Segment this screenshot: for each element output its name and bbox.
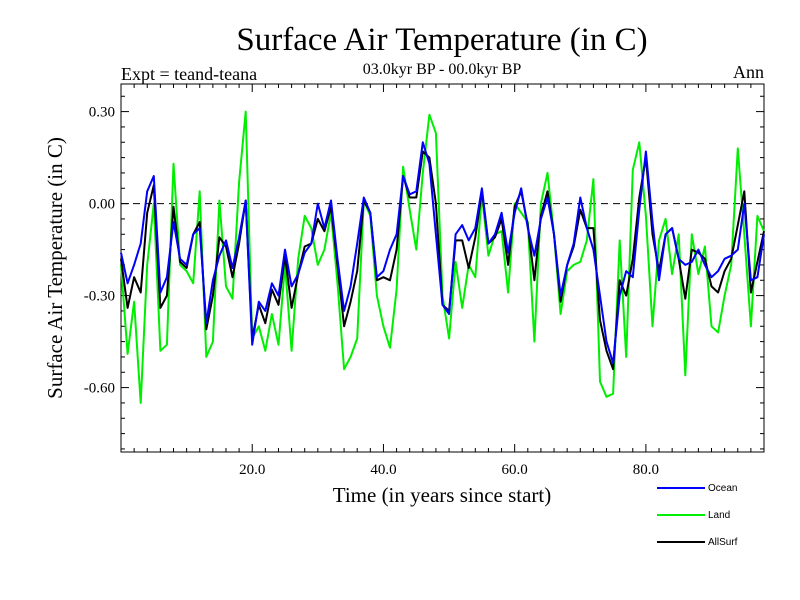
chart-subtitle: 03.0kyr BP - 00.0kyr BP	[363, 61, 522, 78]
x-tick-label: 40.0	[370, 462, 396, 478]
x-axis-label: Time (in years since start)	[333, 483, 552, 507]
x-tick-label: 20.0	[239, 462, 265, 478]
y-tick-label: -0.60	[84, 381, 115, 397]
y-axis-label: Surface Air Temperature (in C)	[43, 137, 67, 399]
legend-label-allsurf: AllSurf	[708, 537, 738, 548]
y-tick-label: 0.30	[89, 105, 115, 121]
series-line-ocean	[120, 141, 765, 365]
legend-label-land: Land	[708, 510, 730, 521]
chart-title: Surface Air Temperature (in C)	[236, 22, 647, 58]
y-tick-label: 0.00	[89, 197, 115, 213]
season-label: Ann	[733, 62, 764, 82]
legend-label-ocean: Ocean	[708, 483, 737, 494]
x-axis-ticks: 20.0 40.0 60.0 80.0	[120, 84, 765, 478]
y-tick-label: -0.30	[84, 289, 115, 305]
experiment-label: Expt = teand-teana	[121, 64, 257, 84]
legend: Ocean Land AllSurf	[657, 483, 738, 548]
series-lines	[120, 110, 765, 404]
plot-frame	[120, 83, 765, 453]
x-tick-label: 80.0	[633, 462, 659, 478]
x-tick-label: 60.0	[502, 462, 528, 478]
